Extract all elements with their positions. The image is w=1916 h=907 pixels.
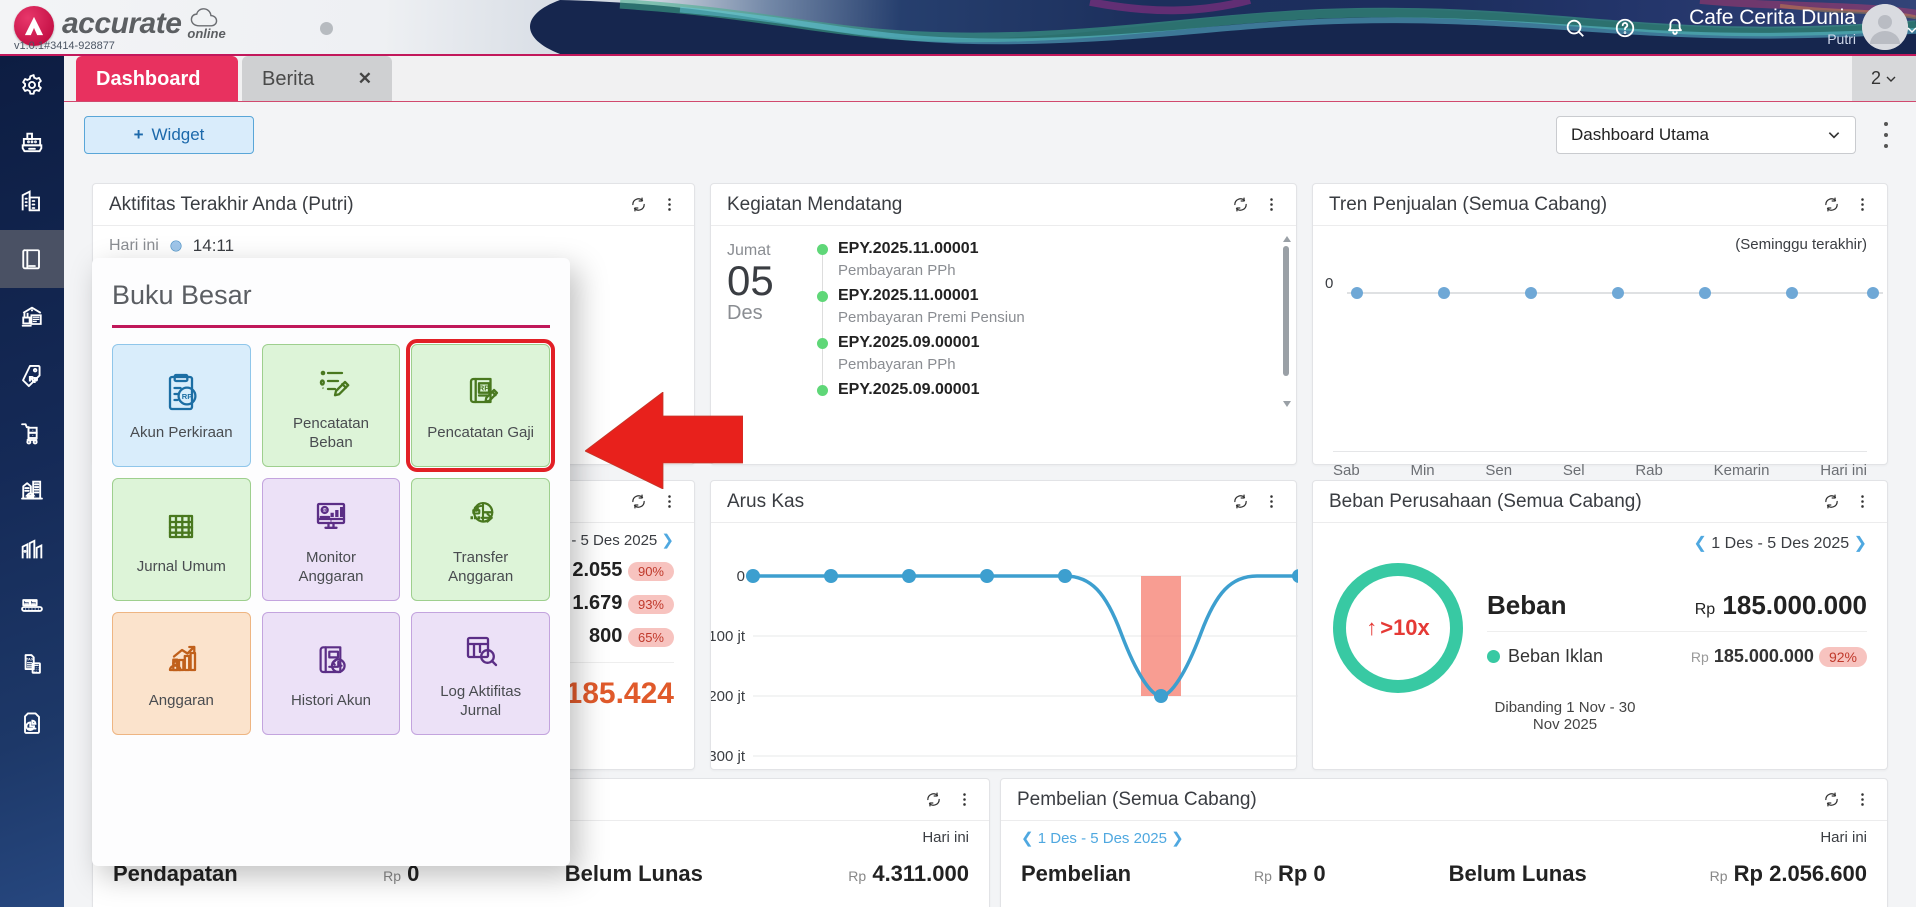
svg-text:RP: RP: [478, 384, 489, 393]
svg-text:RP: RP: [182, 392, 193, 401]
svg-text:−300 jt: −300 jt: [711, 748, 746, 765]
svg-text:Rp: Rp: [29, 376, 38, 383]
svg-text:RP: RP: [322, 508, 327, 512]
svg-text:TAX: TAX: [26, 656, 34, 661]
svg-text:RP: RP: [474, 509, 478, 513]
svg-text:−100 jt: −100 jt: [711, 628, 746, 645]
svg-text:−200 jt: −200 jt: [711, 688, 746, 705]
svg-text:0: 0: [737, 568, 745, 585]
